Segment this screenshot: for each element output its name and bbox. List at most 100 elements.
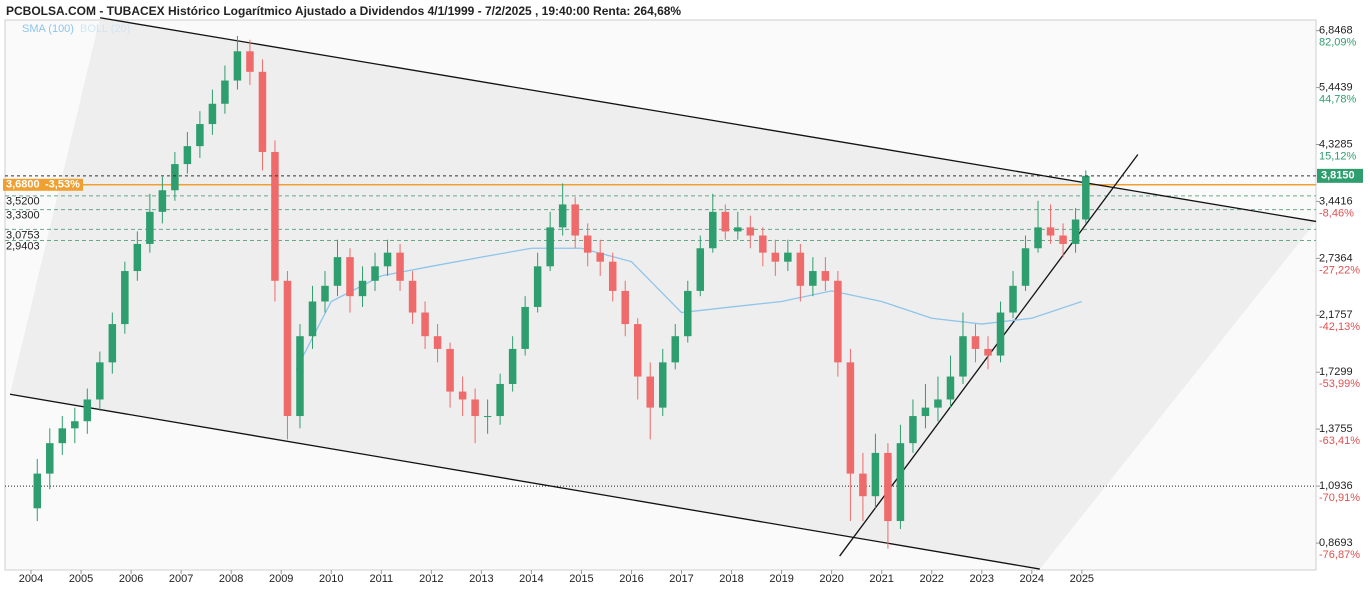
x-tick-label: 2010 xyxy=(319,573,343,585)
x-tick-label: 2024 xyxy=(1020,573,1044,585)
level-label: 3,5200 xyxy=(6,196,40,208)
x-tick-label: 2007 xyxy=(169,573,193,585)
candle-body xyxy=(471,399,479,417)
level-label: 2,9403 xyxy=(6,240,40,252)
candle-body xyxy=(146,211,154,244)
candle-body xyxy=(158,190,167,212)
candle-body xyxy=(421,312,429,337)
x-tick-label: 2022 xyxy=(919,573,943,585)
candle-body xyxy=(633,324,642,377)
candle-body xyxy=(1009,285,1017,313)
y-tick-label: 5,4439 xyxy=(1319,81,1353,93)
x-tick-label: 2005 xyxy=(69,573,93,585)
last-price-label: 3,8150 xyxy=(1321,170,1355,182)
candle-body xyxy=(1071,219,1080,244)
candle-body xyxy=(884,452,892,522)
y-tick-label: 1,7299 xyxy=(1319,366,1353,378)
y-tick-label: 4,3285 xyxy=(1319,138,1353,150)
candle-body xyxy=(921,407,930,417)
level-change: -3,53% xyxy=(45,179,80,191)
candle-body xyxy=(183,146,192,165)
candle-body xyxy=(221,80,229,104)
y-tick-label: 1,0936 xyxy=(1319,480,1353,492)
candle-body xyxy=(458,391,467,400)
candle-body xyxy=(258,71,267,152)
candle-body xyxy=(684,290,692,337)
candle-body xyxy=(658,362,667,408)
x-tick-label: 2016 xyxy=(619,573,643,585)
candle-body xyxy=(408,280,417,313)
candle-body xyxy=(846,362,855,474)
candle-body xyxy=(383,252,392,267)
y-tick-change: -63,41% xyxy=(1319,435,1360,447)
x-tick-label: 2009 xyxy=(269,573,293,585)
candle-body xyxy=(608,261,617,291)
y-tick-change: -8,46% xyxy=(1319,207,1354,219)
trend-line xyxy=(9,393,1040,570)
y-tick-change: -42,13% xyxy=(1319,321,1360,333)
x-tick-label: 2017 xyxy=(669,573,693,585)
candle-body xyxy=(321,285,329,302)
y-tick-change: 82,09% xyxy=(1319,37,1357,49)
level-label: 3,3300 xyxy=(6,210,40,222)
candle-body xyxy=(508,348,517,384)
x-tick-label: 2014 xyxy=(519,573,543,585)
candle-body xyxy=(196,124,204,147)
candle-body xyxy=(208,103,217,125)
candle-body xyxy=(446,348,454,392)
y-tick-label: 2,1757 xyxy=(1319,309,1353,321)
x-tick-label: 2012 xyxy=(419,573,443,585)
legend-entry: SMA (100) xyxy=(22,23,74,35)
candle-body xyxy=(734,227,742,232)
candle-body xyxy=(533,266,542,307)
candle-body xyxy=(834,280,842,363)
candle-body xyxy=(1082,175,1090,220)
candle-body xyxy=(709,211,717,249)
x-tick-label: 2018 xyxy=(719,573,743,585)
candle-body xyxy=(646,376,654,408)
candle-body xyxy=(358,280,367,297)
candle-body xyxy=(984,348,992,356)
candle-body xyxy=(496,383,504,417)
candle-body xyxy=(433,336,442,349)
candle-body xyxy=(821,271,830,281)
candle-body xyxy=(796,252,805,286)
candle-body xyxy=(233,51,242,81)
candle-body xyxy=(946,376,955,400)
candle-body xyxy=(1021,248,1030,286)
candle-body xyxy=(809,271,817,286)
candle-body xyxy=(308,301,317,337)
candle-body xyxy=(58,428,67,444)
candle-body xyxy=(483,416,492,418)
candle-body xyxy=(871,452,880,497)
x-tick-label: 2015 xyxy=(569,573,593,585)
candle-body xyxy=(1059,235,1067,244)
x-tick-label: 2011 xyxy=(369,573,393,585)
y-tick-change: -70,91% xyxy=(1319,492,1360,504)
y-tick-label: 0,8693 xyxy=(1319,537,1353,549)
candle-body xyxy=(546,227,554,267)
last-price-badge xyxy=(1317,168,1363,183)
candle-body xyxy=(971,336,980,349)
candle-body xyxy=(959,336,967,377)
candle-body xyxy=(271,151,279,281)
x-tick-label: 2025 xyxy=(1070,573,1094,585)
candle-body xyxy=(583,235,592,253)
candle-body xyxy=(784,252,792,262)
candle-body xyxy=(696,248,705,291)
candle-body xyxy=(296,336,304,417)
x-tick-label: 2020 xyxy=(819,573,843,585)
x-tick-label: 2021 xyxy=(869,573,893,585)
y-tick-change: -76,87% xyxy=(1319,549,1360,561)
y-tick-label: 1,3755 xyxy=(1319,423,1353,435)
y-tick-label: 2,7364 xyxy=(1319,252,1353,264)
candle-body xyxy=(33,473,42,509)
level-label: 3,6800 xyxy=(6,179,40,191)
candle-body xyxy=(246,51,254,72)
candle-body xyxy=(333,257,342,286)
candle-body xyxy=(283,280,292,417)
candle-body xyxy=(671,336,680,363)
candle-body xyxy=(996,312,1005,356)
y-tick-change: -53,99% xyxy=(1319,378,1360,390)
